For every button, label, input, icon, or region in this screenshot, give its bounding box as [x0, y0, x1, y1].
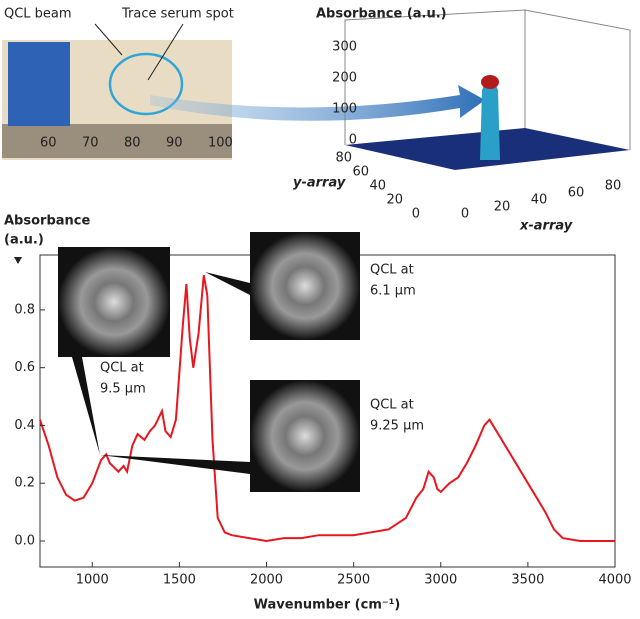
x-tick-label: 2500: [337, 573, 370, 588]
annotation: 9.5 µm: [100, 382, 146, 397]
y-tick-label: 80: [335, 151, 352, 166]
annotation: 9.25 µm: [370, 419, 424, 434]
inset-title: Absorbance (a.u.): [316, 7, 447, 22]
connector: [205, 272, 250, 295]
z-tick-label: 0: [349, 133, 357, 148]
x-tick-label: 40: [531, 193, 548, 208]
x-tick-label: 1500: [163, 573, 196, 588]
y-axis-label: (a.u.): [4, 233, 44, 248]
photo-label: QCL beam: [4, 7, 72, 22]
y-tick-label: 0.0: [14, 534, 35, 549]
annotation: 6.1 µm: [370, 284, 416, 299]
x-tick-label: 60: [568, 186, 585, 201]
x-tick-label: 3000: [424, 573, 457, 588]
annotation: QCL at: [100, 361, 144, 376]
pointer: [147, 23, 184, 81]
x-tick-label: 20: [494, 200, 511, 215]
x-tick-label: 2000: [250, 573, 283, 588]
y-tick-label: 20: [386, 193, 403, 208]
x-tick-label: 0: [461, 207, 469, 222]
x-axis-label: Wavenumber (cm⁻¹): [254, 598, 401, 613]
annotation: QCL at: [370, 398, 414, 413]
peak-top: [481, 75, 499, 89]
beam-image: [250, 232, 360, 340]
ruler-label: 80: [124, 136, 141, 151]
pointer: [94, 23, 123, 56]
y-axis-label: Absorbance: [4, 214, 90, 229]
ruler-label: 100: [208, 136, 233, 151]
connector: [100, 455, 250, 474]
x-tick-label: 4000: [598, 573, 631, 588]
y-tick-label: 0: [412, 207, 420, 222]
y-tick-label: 0.4: [14, 418, 35, 433]
y-tick-label: 0.8: [14, 302, 35, 317]
ruler-label: 90: [166, 136, 183, 151]
inset-ylabel: y-array: [293, 176, 346, 191]
peak: [480, 80, 500, 160]
ruler-label: 60: [40, 136, 57, 151]
tape: [8, 42, 70, 126]
y-tick-label: 0.2: [14, 476, 35, 491]
beam-circle: [108, 52, 184, 116]
x-tick-label: 1000: [76, 573, 109, 588]
x-tick-label: 80: [605, 179, 622, 194]
axis-arrow: [14, 257, 22, 264]
inset-xlabel: x-array: [519, 219, 573, 234]
z-tick-label: 100: [332, 102, 357, 117]
spectrum-line: [39, 275, 615, 543]
photo-label: Trace serum spot: [121, 7, 234, 22]
ruler-label: 70: [82, 136, 99, 151]
z-tick-label: 300: [332, 40, 357, 55]
ruler: [2, 124, 232, 158]
connector: [72, 357, 100, 455]
beam-image: [250, 380, 360, 492]
beam-image: [58, 247, 170, 357]
z-tick-label: 200: [332, 71, 357, 86]
x-tick-label: 3500: [511, 573, 544, 588]
wall: [344, 9, 526, 145]
y-tick-label: 60: [352, 165, 369, 180]
y-tick-label: 40: [369, 179, 386, 194]
wall: [524, 9, 631, 150]
y-tick-label: 0.6: [14, 360, 35, 375]
arrow: [150, 85, 485, 121]
annotation: QCL at: [370, 263, 414, 278]
